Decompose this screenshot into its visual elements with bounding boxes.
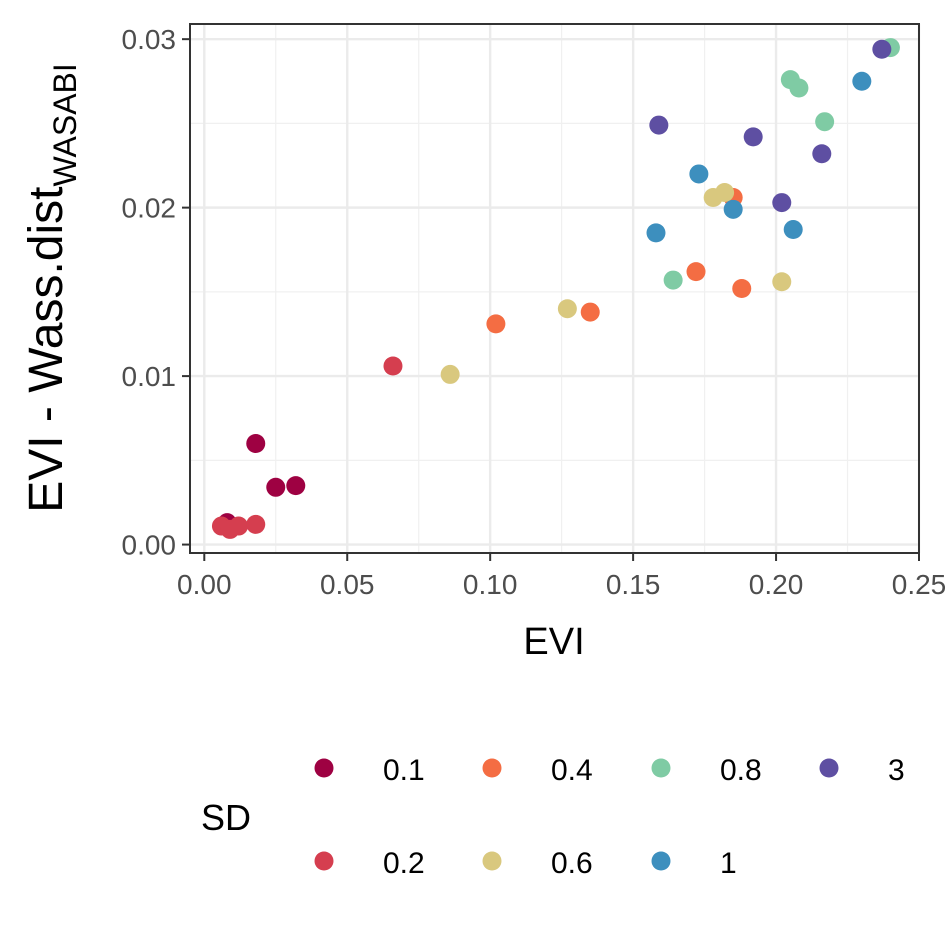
x-tick-label: 0.25 [892,569,945,600]
data-point-sd-3 [743,127,763,147]
legend-label-sd-3: 3 [888,754,905,787]
x-tick-label: 0.20 [749,569,804,600]
legend-key-sd-3 [819,758,839,778]
grid-minor [190,24,919,553]
legend-key-sd-1 [651,851,671,871]
data-point-sd-0.4 [732,279,752,298]
legend-title: SD [201,797,251,838]
data-point-sd-0.1 [286,476,306,496]
data-point-sd-1 [646,223,666,243]
data-point-sd-1 [689,164,709,184]
legend-label-sd-1: 1 [720,847,737,880]
y-axis-title-subscript: WASABI [47,63,83,186]
x-axis-title: EVI [523,621,584,663]
data-point-sd-0.2 [246,514,266,534]
data-point-sd-3 [812,144,832,164]
data-point-sd-0.1 [246,433,266,453]
data-points [211,38,900,539]
data-point-sd-1 [723,199,743,219]
y-axis-title-main: EVI - Wass.dist [20,187,73,513]
legend-key-sd-0.8 [651,758,671,778]
y-axis: 0.00 0.01 0.02 0.03 [122,24,190,561]
data-point-sd-0.8 [663,270,683,290]
data-point-sd-0.6 [715,182,735,202]
data-point-sd-0.4 [580,302,600,322]
data-point-sd-0.1 [266,477,286,497]
data-point-sd-0.6 [440,364,460,384]
legend-label-sd-0.2: 0.2 [383,847,425,880]
data-point-sd-1 [852,71,872,91]
y-axis-title: EVI - Wass.distWASABI [20,63,83,513]
data-point-sd-0.2 [383,356,403,376]
y-tick-label: 0.01 [122,361,177,392]
legend: SD 0.1 0.2 0.4 0.6 0.8 1 3 [201,754,905,880]
data-point-sd-3 [772,193,792,213]
legend-key-sd-0.4 [482,758,502,778]
data-point-sd-1 [783,220,803,240]
data-point-sd-0.8 [789,78,809,98]
legend-key-sd-0.1 [314,758,334,778]
x-tick-label: 0.10 [463,569,518,600]
data-point-sd-0.2 [229,516,249,536]
x-axis: 0.00 0.05 0.10 0.15 0.20 0.25 [177,553,945,600]
y-tick-label: 0.02 [122,193,177,224]
legend-label-sd-0.6: 0.6 [551,847,593,880]
data-point-sd-0.4 [486,314,506,334]
x-tick-label: 0.05 [320,569,375,600]
legend-label-sd-0.1: 0.1 [383,754,425,787]
x-tick-label: 0.15 [606,569,661,600]
x-tick-label: 0.00 [177,569,232,600]
y-tick-label: 0.03 [122,24,177,55]
data-point-sd-0.6 [772,272,792,292]
legend-key-sd-0.2 [314,851,334,871]
legend-label-sd-0.8: 0.8 [720,754,762,787]
data-point-sd-0.8 [815,112,835,132]
legend-label-sd-0.4: 0.4 [551,754,593,787]
data-point-sd-3 [649,115,669,135]
legend-key-sd-0.6 [482,851,502,871]
data-point-sd-0.4 [686,262,706,282]
y-tick-label: 0.00 [122,530,177,561]
data-point-sd-3 [872,39,892,59]
panel-border [189,23,920,554]
data-point-sd-0.6 [557,299,577,319]
grid-major [190,24,921,553]
